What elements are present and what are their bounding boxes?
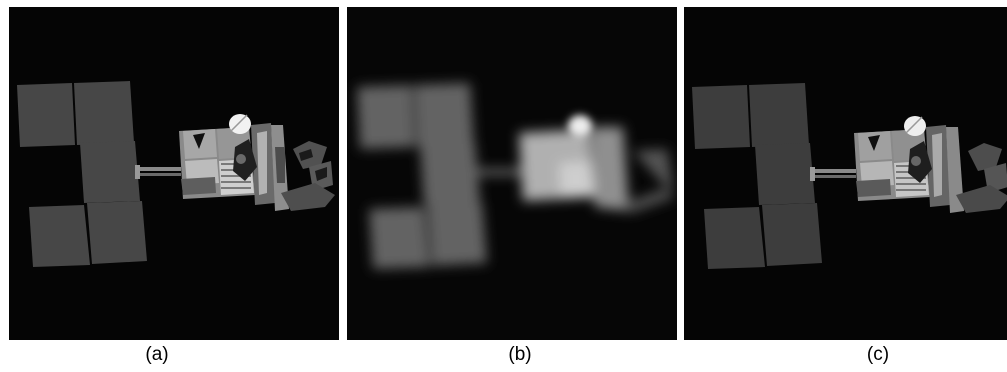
caption-c: (c) [866, 344, 890, 365]
satellite-image-blurred [347, 7, 677, 340]
panel-original [9, 7, 339, 340]
caption-a: (a) [145, 344, 169, 365]
satellite-image-original [16, 80, 336, 268]
panel-blurred [347, 7, 677, 340]
panel-restored [684, 7, 1007, 340]
caption-b: (b) [508, 344, 532, 365]
satellite-image-restored [692, 83, 1007, 269]
